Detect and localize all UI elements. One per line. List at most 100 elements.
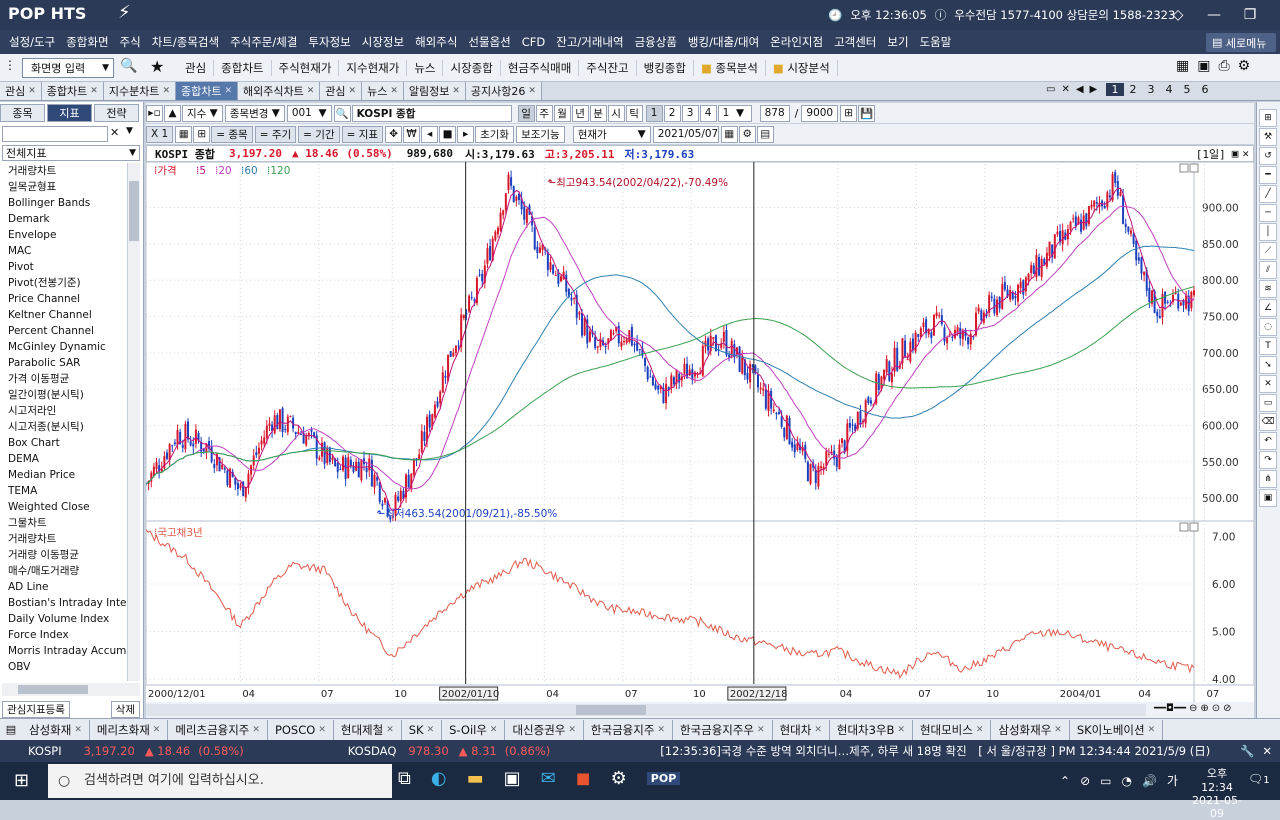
export-icon[interactable]: ▤ [756,125,774,143]
save-icon[interactable]: 💾 [858,104,876,122]
period-num-2[interactable]: 3 [681,104,699,122]
close-icon[interactable]: ✕ [306,86,315,96]
indicator-item[interactable]: 거래량차트 [8,165,57,177]
indicator-item[interactable]: MAC [8,245,32,257]
shape-icon[interactable]: ▭ [1259,394,1277,412]
tool-icon[interactable]: ⚒ [1259,128,1277,146]
screen-tab-4[interactable]: 해외주식차트 ✕ [238,82,321,100]
cycle-icon[interactable]: ◌ [1259,318,1277,336]
page-4[interactable]: 4 [1165,83,1173,96]
screen-tab-3[interactable]: 종합차트 ✕ [175,82,239,100]
fibo-icon[interactable]: ≋ [1259,280,1277,298]
stock-tab-9[interactable]: 한국금융지주우 ✕ [673,719,773,740]
network-icon[interactable]: ⊘ [1080,773,1091,788]
stock-tab-4[interactable]: 현대제철 ✕ [334,719,402,740]
prev-icon[interactable]: ◂ [421,125,439,143]
magnet-icon[interactable]: ⋔ [1259,470,1277,488]
zoom-fit-icon[interactable]: ⊘ [1223,703,1232,714]
toolbar-folder-1[interactable]: ■ 시장분석 [766,60,838,76]
period-button-2[interactable]: 월 [553,104,571,122]
screen-tab-7[interactable]: 알림정보 ✕ [403,82,466,100]
zoom-slider-icon[interactable]: ━━◘━━ [1154,703,1186,714]
close-icon[interactable]: ✕ [975,724,984,735]
stock-tab-1[interactable]: 메리츠화재 ✕ [90,719,169,740]
stock-tab-11[interactable]: 현대차3우B ✕ [830,719,913,740]
vline-icon[interactable]: │ [1259,223,1277,241]
menu-item-13[interactable]: 온라인지점 [770,35,824,49]
indicator-item[interactable]: Keltner Channel [8,309,92,321]
tray-up-icon[interactable]: ⌃ [1060,773,1071,788]
close-icon[interactable]: ✕ [426,724,435,735]
file-explorer-icon[interactable]: ▬ [466,768,484,789]
indicator-item[interactable]: DEMA [8,453,39,465]
menu-item-8[interactable]: 선물옵션 [468,35,511,49]
pane-min-icon[interactable]: ▣ [1231,147,1239,160]
pane-min-icon[interactable] [1179,163,1189,173]
market-type-select[interactable]: 지수 ▼ [182,104,223,122]
close-icon[interactable]: ✕ [814,724,822,735]
menu-item-9[interactable]: CFD [521,35,546,49]
stock-chart[interactable]: 900.00 850.00 800.00 750.00 700.00 650.00 600.… [146,162,1254,702]
close-icon[interactable]: ✕ [74,724,82,735]
ray-icon[interactable]: ╱ [1259,185,1277,203]
toolbar-item-2[interactable]: 주식현재가 [272,60,340,76]
close-icon[interactable]: ✕ [757,724,765,735]
channel-icon[interactable]: ⫽ [1259,261,1277,279]
date-input[interactable]: 2021/05/07 [652,125,719,143]
next-icon[interactable]: ▸ [457,125,475,143]
close-icon[interactable]: ✕ [1147,724,1156,735]
stock-tab-13[interactable]: 삼성화재우 ✕ [991,719,1070,740]
news-ticker[interactable]: [12:35:36]국경 수준 방역 외치더니…제주, 하루 새 18명 확진 [660,744,967,758]
pane-min-icon[interactable] [1179,522,1189,532]
close-button[interactable]: ✕ [1268,7,1280,23]
game-icon[interactable]: ⚙ [610,768,627,789]
cursor-icon[interactable]: ↺ [1259,147,1277,165]
tools-icon[interactable]: 🔧 [1240,744,1255,758]
toolbar-item-6[interactable]: 현금주식매매 [501,60,580,76]
menu-item-14[interactable]: 고객센터 [834,35,877,49]
price-type-select[interactable]: 현재가 ▼ [572,125,651,143]
toolbar-item-5[interactable]: 시장종합 [443,60,501,76]
search-icon[interactable]: 🔍 [120,58,138,74]
calculator-icon[interactable]: ▦ [1176,58,1190,74]
tab-window-icon[interactable]: ▭ [1046,84,1056,95]
indicator-hscrollbar[interactable] [2,683,140,696]
battery-icon[interactable]: ▭ [1100,773,1112,788]
page-6[interactable]: 6 [1201,83,1209,96]
stock-tab-12[interactable]: 현대모비스 ✕ [913,719,992,740]
indicator-item[interactable]: Envelope [8,229,57,241]
menu-item-4[interactable]: 주식주문/체결 [230,35,298,49]
close-icon[interactable]: ✕ [528,86,536,96]
indicator-list-scrollbar[interactable] [127,163,140,681]
stock-tabs-menu-icon[interactable]: ▤ [5,723,17,736]
period-button-6[interactable]: 틱 [625,104,643,122]
menu-item-12[interactable]: 뱅킹/대출/대여 [687,35,760,49]
task-view-icon[interactable]: ⧉ [398,768,411,789]
page-1[interactable]: 1 [1106,83,1124,96]
pane-close-icon[interactable] [1189,163,1199,173]
toolbar-item-4[interactable]: 뉴스 [407,60,444,76]
edge-icon[interactable]: ◐ [430,768,447,789]
pane-close-icon[interactable] [1189,522,1199,532]
page-5[interactable]: 5 [1183,83,1191,96]
chart-scroll-bar[interactable]: ━━◘━━ ⊖ ⊕ ⊙ ⊘ [146,702,1254,718]
bar-count-input[interactable]: 878 [759,104,790,122]
text-icon[interactable]: T [1259,337,1277,355]
stock-tab-8[interactable]: 한국금융지주 ✕ [584,719,673,740]
screen-tab-1[interactable]: 종합차트 ✕ [41,82,104,100]
menu-item-5[interactable]: 투자정보 [308,35,351,49]
tab-next-icon[interactable]: ▶ [1089,84,1098,95]
menu-item-3[interactable]: 차트/종목검색 [151,35,220,49]
chart-option-6[interactable]: 보조기능 [516,125,565,143]
undo-icon[interactable]: ↶ [1259,432,1277,450]
stock-tab-6[interactable]: S-Oil우 ✕ [442,719,506,740]
wifi-icon[interactable]: ◔ [1121,773,1132,788]
menu-item-11[interactable]: 금융상품 [634,35,677,49]
screen-tab-6[interactable]: 뉴스 ✕ [362,82,404,100]
layout-icon[interactable]: ▸▫ [146,104,163,122]
zoom-in-icon[interactable]: ⊕ [1200,703,1209,714]
menu-item-1[interactable]: 종합화면 [66,35,109,49]
close-icon[interactable]: ✕ [318,724,326,735]
toolbar-item-8[interactable]: 뱅킹종합 [637,60,694,76]
menu-item-2[interactable]: 주식 [119,35,141,49]
